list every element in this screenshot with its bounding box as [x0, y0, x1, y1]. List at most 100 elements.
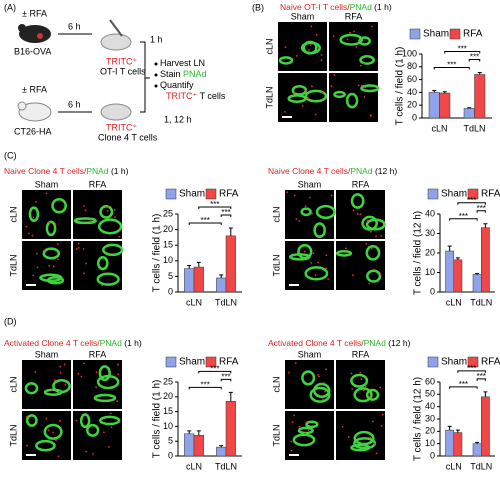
cell — [362, 62, 365, 65]
cell — [368, 282, 371, 285]
tumor-label: B16-OVA — [14, 46, 51, 56]
significance-bracket — [468, 59, 481, 62]
cell — [58, 390, 61, 393]
y-axis-label: T cells / field (1 h) — [152, 380, 163, 459]
y-tick-label: 0 — [430, 286, 435, 296]
vessel — [300, 207, 312, 217]
legend-swatch — [427, 356, 439, 368]
cell — [59, 365, 62, 368]
cell — [375, 235, 377, 238]
significance-label: *** — [210, 200, 219, 209]
cell — [43, 249, 46, 252]
y-tick-label: 10 — [425, 267, 435, 277]
title-part: PNAd — [100, 338, 122, 348]
cell — [51, 389, 53, 392]
y-tick-label: 10 — [163, 255, 173, 265]
title-part: (12 h) — [373, 166, 398, 176]
cell — [333, 74, 336, 76]
cell — [84, 209, 87, 212]
cell — [359, 213, 362, 216]
vessel — [43, 423, 63, 440]
cell — [290, 440, 293, 443]
vessel — [25, 414, 38, 427]
cell — [369, 114, 372, 117]
error-bar — [228, 391, 233, 402]
cell — [35, 201, 37, 203]
column-label: RFA — [89, 349, 107, 359]
significance-label: *** — [467, 364, 476, 373]
cell — [310, 85, 313, 88]
error-bar — [483, 223, 488, 228]
cell — [45, 417, 48, 420]
bar — [184, 433, 195, 457]
stain: TRITC⁺ — [106, 122, 137, 132]
title-part: PNAd — [364, 338, 386, 348]
cell — [117, 363, 119, 366]
cell — [316, 261, 319, 264]
error-bar — [187, 264, 192, 269]
y-tick-label: 20 — [163, 224, 173, 234]
cell — [324, 368, 327, 371]
y-tick-label: 0 — [412, 112, 417, 122]
panel-title: Naive Clone 4 T cells/PNAd (1 h) — [4, 166, 129, 176]
x-tick-label: cLN — [186, 297, 202, 307]
mouse — [100, 33, 132, 51]
cell — [284, 110, 286, 113]
significance-label: *** — [459, 380, 468, 389]
legend-label: RFA — [219, 189, 239, 200]
significance-bracket — [476, 378, 486, 381]
cell — [380, 425, 383, 427]
time: 6 h — [68, 99, 81, 109]
error-bar — [219, 445, 224, 448]
y-tick-label: 40 — [425, 401, 435, 411]
legend-swatch — [427, 188, 439, 200]
error-bar — [483, 391, 488, 397]
cell — [355, 45, 358, 48]
vessel — [28, 206, 40, 222]
mouse-head — [17, 101, 27, 111]
vessel — [365, 244, 381, 261]
y-tick-label: 60 — [407, 74, 417, 84]
cell — [325, 267, 328, 270]
legend-swatch — [165, 356, 177, 368]
step: TRITC⁺ T cells — [166, 91, 226, 101]
column-label: Sham — [35, 179, 59, 189]
cells: OT-I T cells — [100, 66, 146, 76]
legend-label: RFA — [463, 29, 483, 40]
cell — [379, 386, 382, 389]
cell — [85, 450, 88, 453]
bullet — [154, 73, 158, 77]
bullet — [154, 62, 158, 66]
cell — [381, 413, 384, 416]
vessel — [365, 218, 386, 231]
bar — [445, 250, 454, 293]
cell — [312, 252, 315, 255]
cell — [288, 371, 290, 374]
legend-swatch — [205, 356, 217, 368]
cell — [31, 234, 34, 237]
cell — [365, 242, 368, 245]
significance-label: *** — [201, 216, 210, 225]
cell — [373, 268, 376, 271]
syringe — [109, 19, 123, 37]
y-axis-label: T cells / field (1 h) — [395, 47, 406, 126]
cell — [349, 31, 351, 34]
cell — [32, 274, 35, 277]
connector — [140, 41, 150, 79]
cell — [57, 455, 60, 458]
vessel — [86, 423, 100, 437]
cell — [363, 96, 366, 98]
legend-label: RFA — [481, 189, 500, 200]
cell — [371, 25, 373, 28]
cell — [103, 431, 105, 434]
cell — [295, 218, 298, 221]
vessel — [43, 388, 63, 396]
significance-bracket — [188, 386, 222, 390]
cell — [77, 372, 80, 375]
column-label: Sham — [35, 349, 59, 359]
bar — [216, 446, 227, 457]
cell — [117, 373, 119, 376]
panel-label: (C) — [4, 150, 17, 160]
cell — [301, 105, 304, 107]
cell — [77, 246, 80, 249]
